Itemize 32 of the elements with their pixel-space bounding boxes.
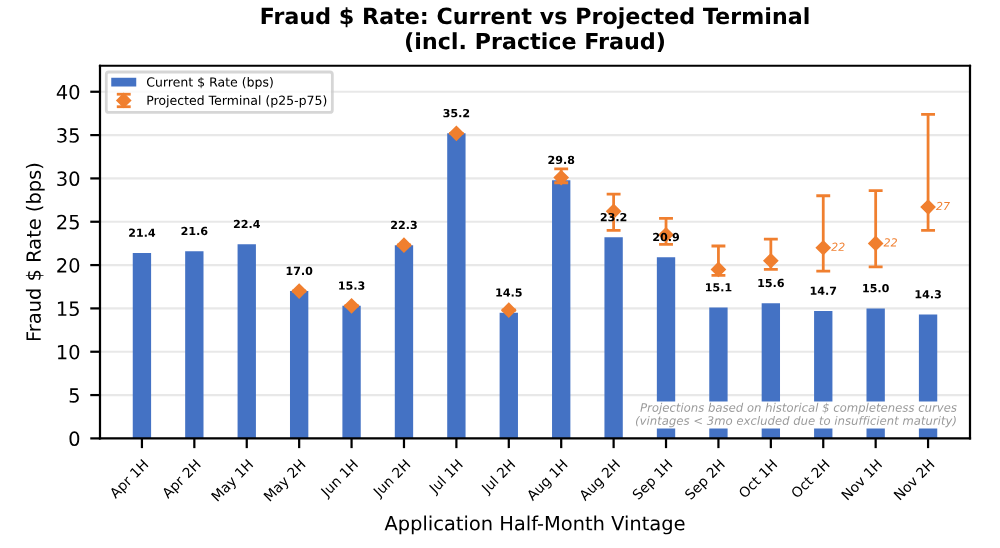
bar: [604, 237, 623, 439]
bar: [552, 180, 571, 439]
bar: [132, 252, 152, 439]
y-tick-label: 5: [69, 388, 79, 403]
x-axis-title: Application Half-Month Vintage: [384, 515, 685, 535]
y-tick-label: 40: [56, 84, 80, 100]
bar: [447, 133, 466, 439]
bar: [237, 244, 256, 439]
y-tick-label: 10: [57, 344, 80, 360]
point: [501, 302, 517, 318]
point: [711, 262, 726, 277]
y-tick-label: 20: [57, 258, 80, 273]
y-tick-label: 0: [69, 431, 80, 447]
bar: [394, 245, 414, 439]
bar: [185, 251, 204, 439]
point: [291, 283, 307, 299]
bar: [289, 291, 309, 439]
y-axis-title: Fraud $ Rate (bps): [25, 163, 45, 341]
point: [868, 236, 883, 251]
bar: [342, 305, 361, 439]
y-tick-label: 15: [57, 301, 79, 317]
y-tick-label: 30: [57, 171, 80, 187]
y-tick-label: 35: [57, 128, 79, 143]
point: [344, 298, 359, 314]
y-tick-label: 25: [57, 214, 79, 230]
point: [920, 199, 936, 215]
point: [763, 253, 779, 269]
chart-title: Fraud $ Rate: Current vs Projected Terminal (incl. Practice Fraud): [261, 7, 809, 53]
point: [396, 237, 412, 253]
point: [449, 126, 464, 141]
bar: [499, 312, 518, 439]
point: [815, 240, 831, 256]
